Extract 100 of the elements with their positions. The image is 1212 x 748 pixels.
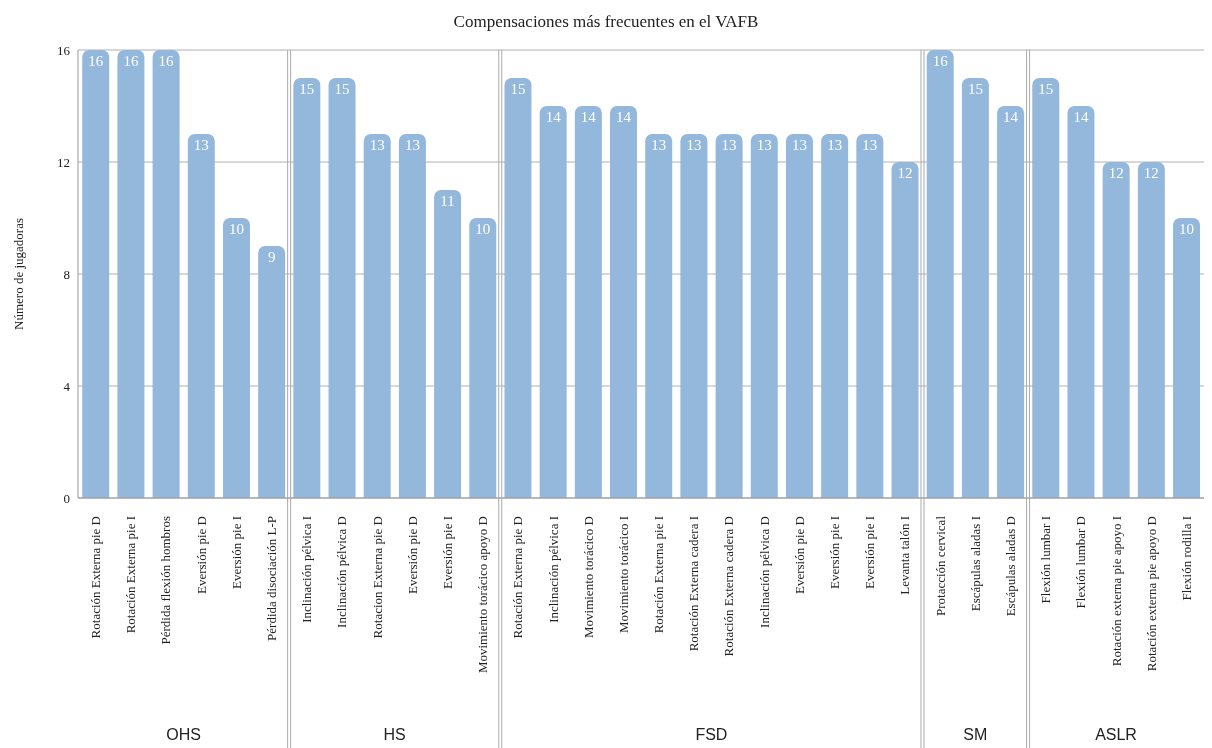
- data-label: 13: [756, 136, 772, 153]
- data-label: 15: [299, 80, 315, 97]
- x-tick-label: Eversión pie I: [228, 516, 244, 589]
- x-tick-label: Movimiento torácico D: [580, 516, 596, 639]
- bar: [926, 50, 954, 498]
- data-label: 16: [123, 52, 139, 69]
- bar: [398, 134, 426, 498]
- data-label: 13: [193, 136, 209, 153]
- x-tick-label: Escápulas aladas D: [1002, 516, 1018, 617]
- x-tick-label: Eversión pie D: [193, 516, 209, 594]
- x-tick-label: Movimiento torácico I: [615, 516, 631, 633]
- x-tick-label: Eversión pie I: [827, 516, 843, 589]
- x-tick-label: Pérdida disociación L-P: [264, 516, 280, 641]
- bar: [258, 246, 286, 498]
- data-label: 14: [1073, 108, 1089, 125]
- data-label: 13: [369, 136, 385, 153]
- bar: [434, 190, 462, 498]
- data-label: 15: [334, 80, 350, 97]
- x-tick-label: Rotacion Externa pie D: [369, 516, 385, 639]
- x-tick-label: Inclinación pélvica D: [756, 516, 772, 628]
- data-label: 13: [686, 136, 702, 153]
- text: FSD: [695, 726, 728, 743]
- y-tick-label: 16: [57, 42, 71, 58]
- x-tick-label: Flexión rodilla I: [1178, 516, 1194, 601]
- x-tick-label: Inclinación pélvica D: [334, 516, 350, 628]
- bar: [328, 78, 356, 498]
- data-label: 13: [404, 136, 420, 153]
- bar: [750, 134, 778, 498]
- text: ASLR: [1095, 726, 1137, 743]
- y-tick-label: 12: [57, 154, 70, 170]
- x-tick-label: Pérdida flexión hombros: [158, 516, 174, 645]
- text: OHS: [166, 726, 201, 743]
- y-axis-title: Número de jugadoras: [10, 218, 26, 330]
- x-tick-label: Rotación externa pie apoyo D: [1143, 516, 1159, 672]
- text: SM: [963, 726, 988, 743]
- bar: [363, 134, 391, 498]
- x-tick-label: Flexión lumbar I: [1038, 516, 1054, 604]
- data-label: 11: [440, 192, 455, 209]
- data-label: 15: [1038, 80, 1054, 97]
- x-tick-label: Eversión pie D: [791, 516, 807, 594]
- x-tick-label: Rotación Externa pie I: [123, 516, 139, 634]
- y-tick-label: 4: [63, 378, 71, 394]
- data-label: 14: [545, 108, 562, 125]
- data-label: 14: [616, 108, 632, 125]
- bar: [891, 162, 919, 498]
- x-tick-label: Protacción cervical: [932, 515, 948, 616]
- bar: [504, 78, 532, 498]
- data-label: 13: [721, 136, 737, 153]
- bar: [997, 106, 1025, 498]
- x-tick-label: Levanta talón I: [897, 516, 913, 595]
- x-tick-label: Rotación Externa pie D: [510, 516, 526, 639]
- y-tick-label: 0: [63, 490, 70, 506]
- y-tick-label: 8: [63, 266, 70, 282]
- data-label: 13: [827, 136, 843, 153]
- data-label: 16: [158, 52, 175, 69]
- data-label: 12: [1143, 164, 1159, 181]
- x-tick-label: Flexión lumbar D: [1073, 516, 1089, 609]
- bar: [222, 218, 250, 498]
- x-tick-label: Escápulas aladas I: [967, 516, 983, 612]
- x-tick-label: Movimiento torácico apoyo D: [475, 516, 491, 674]
- data-label: 13: [651, 136, 667, 153]
- data-label: 15: [967, 80, 983, 97]
- bar: [821, 134, 849, 498]
- x-tick-label: Rotación Externa cadera I: [686, 516, 702, 652]
- data-label: 12: [897, 164, 913, 181]
- bar: [1173, 218, 1201, 498]
- bar: [610, 106, 638, 498]
- x-tick-label: Eversión pie I: [862, 516, 878, 589]
- x-tick-label: Rotación Externa pie I: [651, 516, 667, 634]
- data-label: 12: [1108, 164, 1124, 181]
- x-tick-label: Inclinación pélvica I: [545, 516, 561, 623]
- bar: [961, 78, 989, 498]
- x-tick-label: Rotación Externa cadera D: [721, 516, 737, 657]
- bar: [1102, 162, 1130, 498]
- data-label: 13: [862, 136, 878, 153]
- bar: [1137, 162, 1165, 498]
- bar: [715, 134, 743, 498]
- x-tick-label: Eversión pie D: [404, 516, 420, 594]
- data-label: 15: [510, 80, 526, 97]
- bar: [856, 134, 884, 498]
- data-label: 10: [228, 220, 244, 237]
- bar: [82, 50, 110, 498]
- bar: [117, 50, 145, 498]
- data-label: 14: [580, 108, 597, 125]
- bar: [645, 134, 673, 498]
- bar: [1032, 78, 1060, 498]
- x-tick-label: Rotación externa pie apoyo I: [1108, 516, 1124, 667]
- data-label: 9: [267, 248, 276, 265]
- x-tick-label: Inclinación pélvica I: [299, 516, 315, 623]
- chart-title: Compensaciones más frecuentes en el VAFB: [452, 12, 760, 32]
- bar: [469, 218, 497, 498]
- bar: [539, 106, 567, 498]
- bar: [1067, 106, 1095, 498]
- data-label: 14: [1003, 108, 1019, 125]
- x-tick-label: Rotación Externa pie D: [88, 516, 104, 639]
- data-label: 10: [475, 220, 491, 237]
- data-label: 16: [932, 52, 949, 69]
- data-label: 10: [1179, 220, 1195, 237]
- bar: [293, 78, 321, 498]
- bar: [785, 134, 813, 498]
